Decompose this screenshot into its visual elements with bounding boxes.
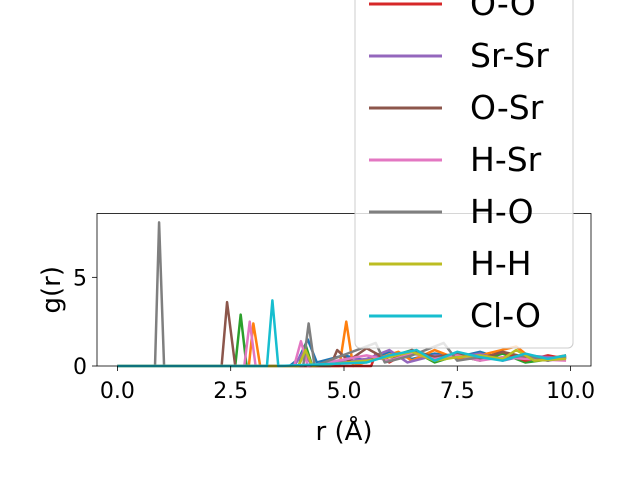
series-line-cl-o <box>117 299 567 368</box>
series-line-cl-sr <box>117 320 567 368</box>
x-tick-label: 5.0 <box>327 379 362 404</box>
legend-label-h-sr: H-Sr <box>470 140 542 179</box>
legend: Cl-HCl-SrCl-ClO-OSr-SrO-SrH-SrH-OH-HCl-O <box>354 0 574 349</box>
plot-lines <box>117 221 567 368</box>
legend-label-cl-o: Cl-O <box>470 296 541 335</box>
axis-ticks: 0.0 2.5 5.0 7.5 10.0 0 5 <box>73 266 595 404</box>
legend-label-o-sr: O-Sr <box>470 88 544 127</box>
x-axis-label: r (Å) <box>315 415 372 447</box>
legend-box <box>354 0 574 349</box>
series-line-h-h <box>117 348 567 368</box>
legend-label-sr-sr: Sr-Sr <box>470 36 549 75</box>
x-tick-label: 2.5 <box>213 379 248 404</box>
x-tick-label: 7.5 <box>440 379 475 404</box>
x-tick-label: 10.0 <box>546 379 595 404</box>
y-tick-label: 0 <box>73 355 87 380</box>
y-tick-label: 5 <box>73 266 87 291</box>
legend-label-h-h: H-H <box>470 244 532 283</box>
x-tick-label: 0.0 <box>100 379 135 404</box>
legend-label-o-o: O-O <box>470 0 536 23</box>
legend-label-h-o: H-O <box>470 192 534 231</box>
y-axis-label: g(r) <box>37 266 67 313</box>
